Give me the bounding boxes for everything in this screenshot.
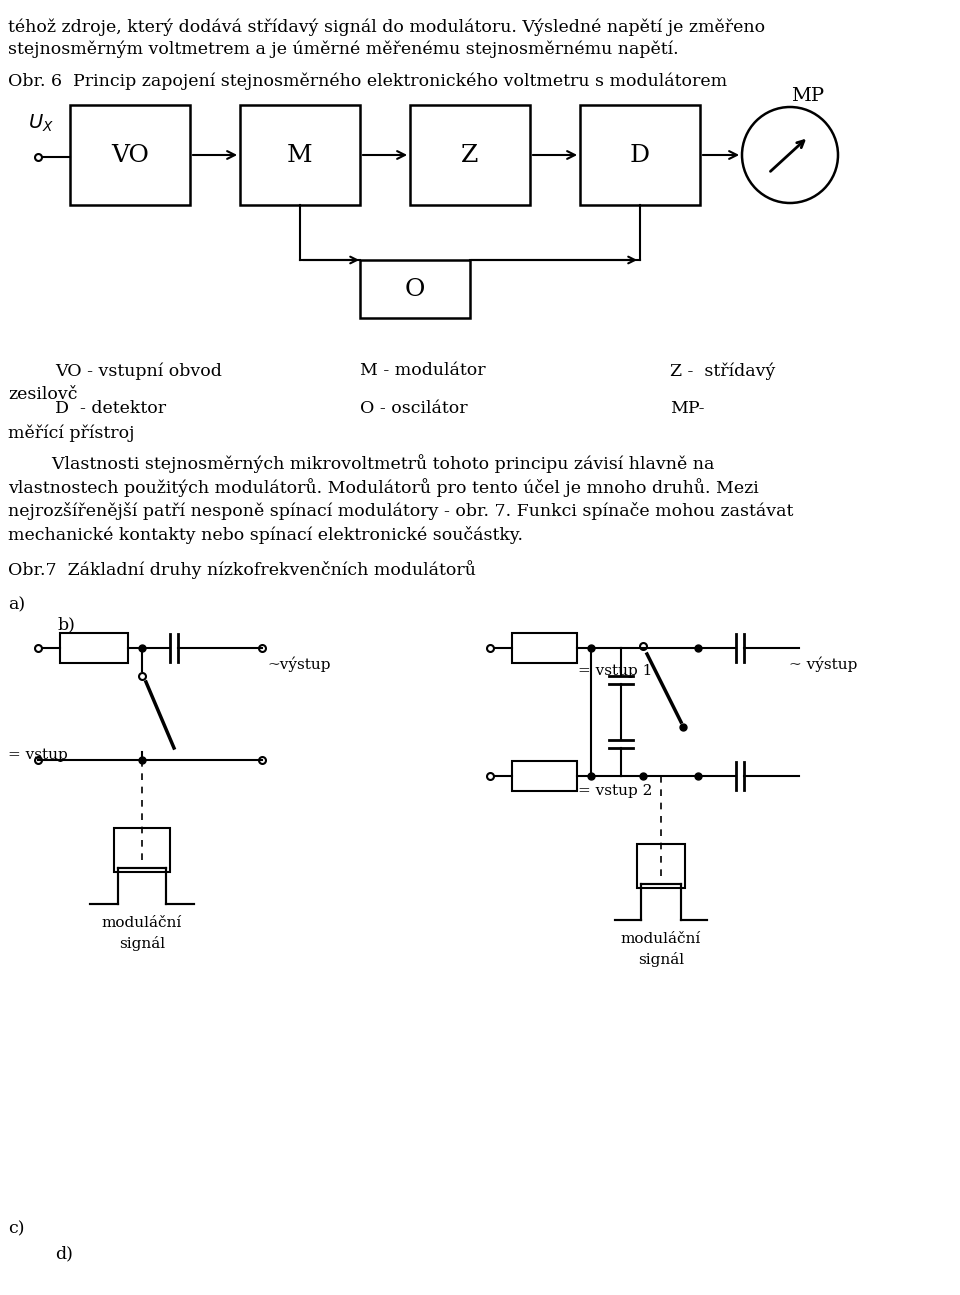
Text: VO - vstupní obvod: VO - vstupní obvod bbox=[55, 363, 222, 379]
Text: téhož zdroje, který dodává střídavý signál do modulátoru. Výsledné napětí je změ: téhož zdroje, který dodává střídavý sign… bbox=[8, 18, 765, 35]
Text: moduláční: moduláční bbox=[621, 932, 701, 947]
Text: = vstup: = vstup bbox=[8, 749, 68, 761]
Bar bbox=[240, 105, 360, 205]
Bar bbox=[512, 633, 577, 663]
Bar bbox=[580, 105, 700, 205]
Bar bbox=[410, 105, 530, 205]
Bar bbox=[512, 761, 577, 791]
Bar bbox=[360, 260, 470, 319]
Text: M: M bbox=[287, 144, 313, 167]
Text: ~výstup: ~výstup bbox=[267, 657, 330, 672]
Text: signál: signál bbox=[119, 936, 165, 951]
Text: zesilovč: zesilovč bbox=[8, 386, 78, 403]
Text: Obr. 6  Princip zapojení stejnosměrného elektronického voltmetru s modulátorem: Obr. 6 Princip zapojení stejnosměrného e… bbox=[8, 73, 727, 89]
Text: = vstup 2: = vstup 2 bbox=[578, 783, 653, 798]
Bar bbox=[114, 828, 170, 872]
Text: MP-: MP- bbox=[670, 400, 705, 417]
Text: měřící přístroj: měřící přístroj bbox=[8, 423, 134, 442]
Text: ~ výstup: ~ výstup bbox=[789, 657, 857, 672]
Text: Obr.7  Základní druhy nízkofrekvenčních modulátorů: Obr.7 Základní druhy nízkofrekvenčních m… bbox=[8, 559, 476, 579]
Bar bbox=[70, 105, 190, 205]
Text: moduláční: moduláční bbox=[102, 916, 182, 930]
Text: b): b) bbox=[58, 616, 76, 633]
Text: M - modulátor: M - modulátor bbox=[360, 363, 486, 379]
Text: vlastnostech použitých modulátorů. Modulátorů pro tento účel je mnoho druhů. Mez: vlastnostech použitých modulátorů. Modul… bbox=[8, 478, 758, 497]
Text: D  - detektor: D - detektor bbox=[55, 400, 166, 417]
Text: c): c) bbox=[8, 1220, 25, 1237]
Text: Z -  střídavý: Z - střídavý bbox=[670, 363, 776, 379]
Text: nejrozšířenější patří nesponě spínací modulátory - obr. 7. Funkci spínače mohou : nejrozšířenější patří nesponě spínací mo… bbox=[8, 502, 793, 521]
Bar bbox=[637, 844, 685, 888]
Text: mechanické kontakty nebo spínací elektronické součástky.: mechanické kontakty nebo spínací elektro… bbox=[8, 526, 523, 544]
Text: stejnosměrným voltmetrem a je úměrné měřenému stejnosměrnému napětí.: stejnosměrným voltmetrem a je úměrné měř… bbox=[8, 40, 679, 57]
Text: VO: VO bbox=[111, 144, 149, 167]
Bar bbox=[60, 633, 128, 663]
Text: O: O bbox=[405, 277, 425, 300]
Text: Vlastnosti stejnosměrných mikrovoltmetrů tohoto principu závisí hlavně na: Vlastnosti stejnosměrných mikrovoltmetrů… bbox=[8, 455, 714, 473]
Text: signál: signál bbox=[638, 952, 684, 967]
Text: a): a) bbox=[8, 596, 25, 613]
Text: O - oscilátor: O - oscilátor bbox=[360, 400, 468, 417]
Text: $U_X$: $U_X$ bbox=[28, 113, 54, 135]
Text: = vstup 1: = vstup 1 bbox=[578, 664, 653, 679]
Text: MP: MP bbox=[791, 87, 825, 105]
Text: Z: Z bbox=[462, 144, 479, 167]
Text: d): d) bbox=[55, 1244, 73, 1263]
Text: D: D bbox=[630, 144, 650, 167]
